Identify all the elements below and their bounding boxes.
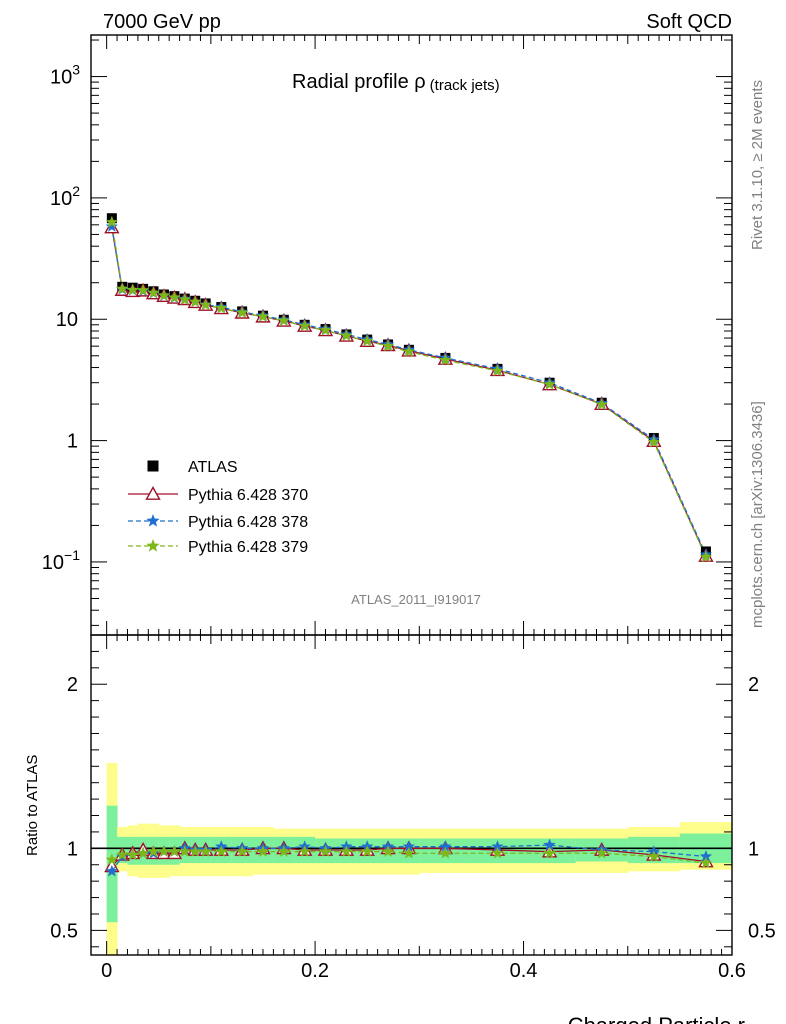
ratio-point xyxy=(381,845,395,857)
ratio-plot-frame xyxy=(90,634,733,956)
data-point xyxy=(157,288,171,301)
data-point xyxy=(595,398,608,410)
ratio-point xyxy=(105,853,119,866)
ratio-point xyxy=(147,845,160,857)
y-tick-label: 1 xyxy=(67,431,78,453)
data-point xyxy=(256,310,270,322)
data-point xyxy=(178,293,192,305)
data-point xyxy=(647,435,661,448)
ratio-point xyxy=(402,846,416,859)
series-line xyxy=(111,222,707,558)
data-point xyxy=(439,353,452,366)
ratio-plot-series xyxy=(104,838,714,877)
axes: 0 0.2 0.4 0.6 10−1 1 10 102 103 0.5 0.5 1 1 2 2 xyxy=(42,34,776,982)
ratio-point xyxy=(647,849,661,862)
series-line xyxy=(111,226,707,555)
legend-label: Pythia 6.428 370 xyxy=(188,487,308,504)
ratio-point xyxy=(298,845,311,857)
ratio-point xyxy=(491,846,504,859)
y-tick-label: 10−1 xyxy=(42,547,80,574)
y-tick-label: 102 xyxy=(50,183,80,210)
ratio-point xyxy=(319,845,332,857)
chart-title: Radial profile ρ (track jets) xyxy=(292,71,500,94)
ratio-point xyxy=(188,845,202,857)
ratio-point xyxy=(235,845,249,857)
y-axis-label-ratio: Ratio to ATLAS xyxy=(24,755,41,856)
data-point xyxy=(168,290,181,303)
x-tick-label: 0.6 xyxy=(718,960,746,982)
ratio-y-tick-label-right: 1 xyxy=(748,838,759,860)
legend-marker xyxy=(145,486,161,500)
legend-label: Pythia 6.428 379 xyxy=(188,539,308,556)
ratio-point xyxy=(178,845,192,857)
ratio-point xyxy=(199,845,212,857)
ratio-point xyxy=(277,845,291,857)
x-tick-label: 0.4 xyxy=(510,960,538,982)
data-point xyxy=(402,345,416,358)
rivet-label: Rivet 3.1.10, ≥ 2M events xyxy=(749,80,766,250)
ratio-point xyxy=(116,848,129,861)
legend-marker xyxy=(146,513,160,527)
ratio-uncertainty-bands xyxy=(106,763,732,955)
ratio-point xyxy=(699,856,713,869)
data-point xyxy=(105,215,119,228)
ratio-point xyxy=(360,845,374,857)
legend-marker xyxy=(146,538,160,552)
ratio-point xyxy=(168,845,181,857)
x-tick-label: 0 xyxy=(101,960,112,982)
data-point xyxy=(199,298,212,311)
data-point xyxy=(319,323,332,336)
ratio-point xyxy=(340,845,353,857)
y-tick-label: 103 xyxy=(50,62,80,89)
data-point xyxy=(188,295,202,308)
data-point xyxy=(147,286,160,299)
data-point xyxy=(360,334,374,347)
y-tick-label: 10 xyxy=(56,309,78,331)
ratio-point xyxy=(439,846,452,859)
main-plot-series xyxy=(104,213,714,563)
x-tick-label: 0.2 xyxy=(301,960,329,982)
ratio-y-tick-label: 2 xyxy=(67,674,78,696)
ratio-point xyxy=(126,848,139,861)
header-left: 7000 GeV pp xyxy=(103,11,221,33)
ratio-y-tick-label-right: 2 xyxy=(748,674,759,696)
data-point xyxy=(215,301,228,314)
data-point xyxy=(235,306,249,319)
ratio-point xyxy=(136,846,150,859)
data-point xyxy=(381,339,395,352)
ratio-y-tick-label: 0.5 xyxy=(50,920,78,942)
data-point xyxy=(298,319,311,332)
series-line xyxy=(111,227,707,557)
legend-label: Pythia 6.428 378 xyxy=(188,514,308,531)
ratio-point xyxy=(256,845,270,857)
data-point xyxy=(136,283,150,296)
ratio-point xyxy=(595,846,608,859)
legend-label: ATLAS xyxy=(188,459,238,476)
data-point xyxy=(699,550,713,563)
legend: ATLAS Pythia 6.428 370 Pythia 6.428 378 Pyt… xyxy=(128,459,308,556)
header-right: Soft QCD xyxy=(646,11,732,33)
data-point xyxy=(543,377,556,390)
data-point xyxy=(116,282,129,295)
ratio-point xyxy=(157,845,171,857)
analysis-label: ATLAS_2011_I919017 xyxy=(351,592,481,607)
legend-marker xyxy=(147,460,159,472)
ratio-y-tick-label-right: 0.5 xyxy=(748,920,776,942)
ratio-point xyxy=(543,846,556,859)
data-point xyxy=(340,329,353,342)
x-axis-label: Charged Particle r xyxy=(568,1013,745,1024)
ratio-point xyxy=(105,864,119,877)
data-point xyxy=(491,364,504,377)
data-point xyxy=(105,220,119,232)
source-label: mcplots.cern.ch [arXiv:1306.3436] xyxy=(749,401,766,628)
data-point xyxy=(126,283,139,296)
ratio-y-tick-label: 1 xyxy=(67,838,78,860)
data-point xyxy=(277,314,291,327)
ratio-point xyxy=(215,845,228,857)
